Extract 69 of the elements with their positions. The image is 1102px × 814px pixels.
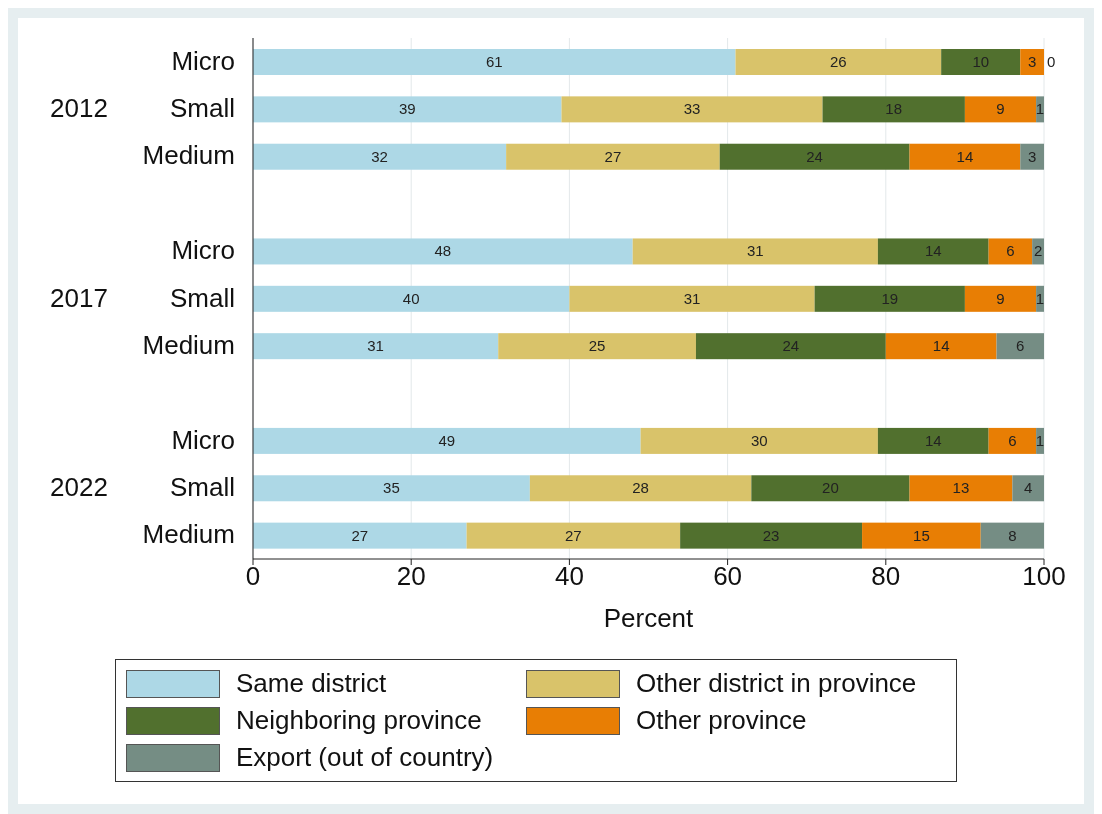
data-label: 3 — [1027, 53, 1037, 70]
data-label: 6 — [1008, 431, 1017, 449]
x-tick-label: 60 — [713, 561, 743, 592]
data-label: 15 — [913, 526, 930, 544]
data-label: 13 — [952, 479, 970, 497]
y-tick-label: Small — [169, 282, 235, 313]
text: 2012 — [50, 93, 108, 124]
y-tick-label: Medium — [142, 329, 235, 360]
data-label: 26 — [830, 53, 847, 70]
x-tick-label: 100 — [1022, 561, 1066, 592]
data-label: 8 — [1008, 526, 1017, 544]
data-label: 2 — [1033, 242, 1043, 260]
data-label: 23 — [762, 526, 780, 544]
text: 2022 — [50, 471, 108, 502]
y-tick-label: Small — [169, 471, 235, 502]
y-tick-label: Micro — [171, 45, 235, 76]
x-tick-label: 40 — [554, 561, 584, 592]
data-label: 9 — [996, 100, 1005, 118]
data-label: 30 — [750, 431, 768, 449]
data-label: 27 — [565, 526, 582, 544]
data-label: 27 — [351, 526, 369, 544]
data-label: 19 — [881, 289, 899, 307]
x-axis-title: Percent — [603, 603, 695, 633]
legend-label: Neighboring province — [235, 705, 483, 736]
data-label: 39 — [398, 100, 416, 118]
data-label: 1 — [1035, 431, 1045, 449]
data-label: 14 — [924, 242, 942, 260]
y-tick-label: Medium — [142, 140, 235, 171]
data-label: 32 — [371, 147, 388, 165]
x-tick-label: 0 — [245, 561, 261, 592]
y-tick-label: Micro — [171, 235, 235, 266]
data-label: 1 — [1035, 289, 1045, 307]
data-label: 6 — [1016, 337, 1025, 355]
data-label: 14 — [956, 147, 974, 165]
data-label: 24 — [806, 147, 823, 165]
data-label: 0 — [1047, 53, 1056, 70]
data-label: 6 — [1006, 242, 1015, 260]
data-label: 35 — [383, 479, 400, 497]
legend-label: Same district — [235, 668, 388, 699]
data-label: 25 — [588, 337, 606, 355]
y-tick-label: Small — [169, 93, 235, 124]
legend-label: Other district in province — [635, 668, 918, 699]
data-label: 3 — [1027, 147, 1037, 165]
data-label: 61 — [485, 53, 503, 70]
x-tick-label: 20 — [396, 561, 426, 592]
data-label: 28 — [632, 479, 649, 497]
data-label: 1 — [1035, 100, 1045, 118]
y-tick-label: Micro — [171, 424, 235, 455]
data-label: 48 — [434, 242, 452, 260]
data-label: 18 — [885, 100, 903, 118]
x-tick-label: 80 — [871, 561, 901, 592]
text: 2017 — [50, 282, 108, 313]
data-label: 31 — [683, 289, 701, 307]
data-label: 31 — [367, 337, 384, 355]
data-label: 14 — [932, 337, 950, 355]
data-label: 31 — [746, 242, 764, 260]
data-label: 20 — [822, 479, 839, 497]
data-label: 40 — [402, 289, 420, 307]
data-label: 10 — [972, 53, 990, 70]
data-label: 4 — [1024, 479, 1033, 497]
data-label: 24 — [782, 337, 800, 355]
y-tick-label: Medium — [142, 519, 235, 550]
legend-label: Export (out of country) — [235, 742, 495, 773]
data-label: 33 — [683, 100, 701, 118]
data-label: 9 — [996, 289, 1005, 307]
data-label: 49 — [438, 431, 456, 449]
legend-label: Other province — [635, 705, 808, 736]
data-label: 14 — [924, 431, 942, 449]
data-label: 27 — [604, 147, 622, 165]
